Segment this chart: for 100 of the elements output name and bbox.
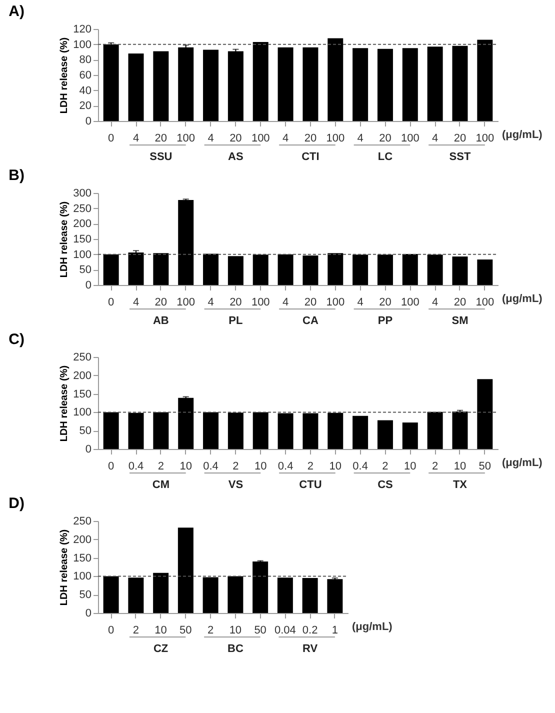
bar bbox=[228, 256, 244, 285]
bar bbox=[402, 422, 418, 449]
y-tick-label: 20 bbox=[79, 100, 92, 112]
x-tick-label: 100 bbox=[176, 132, 196, 144]
bar bbox=[377, 254, 393, 285]
y-tick-label: 80 bbox=[79, 54, 92, 66]
chart-title: D) bbox=[8, 495, 24, 512]
y-tick-label: 200 bbox=[73, 534, 92, 546]
bar bbox=[103, 576, 119, 613]
y-tick-label: 250 bbox=[73, 352, 92, 364]
bar bbox=[153, 412, 169, 449]
x-tick-label: 2 bbox=[132, 624, 139, 636]
y-tick-label: 100 bbox=[73, 570, 92, 583]
chart-title: A) bbox=[8, 3, 24, 20]
y-tick-label: 150 bbox=[73, 552, 92, 564]
bar bbox=[203, 412, 219, 449]
y-tick-label: 40 bbox=[79, 84, 92, 97]
x-tick-label: 10 bbox=[154, 624, 167, 636]
bar bbox=[352, 254, 368, 285]
text: SM bbox=[452, 315, 468, 327]
bar bbox=[228, 576, 244, 613]
y-tick-label: 0 bbox=[85, 608, 92, 620]
bar bbox=[278, 47, 294, 121]
bar bbox=[427, 254, 443, 285]
text: CTI bbox=[302, 151, 320, 163]
bar bbox=[278, 254, 294, 285]
bar bbox=[402, 48, 418, 121]
x-tick-label: 2 bbox=[158, 460, 164, 472]
x-tick-label: 2 bbox=[432, 460, 438, 472]
y-tick-label: 250 bbox=[73, 516, 92, 528]
y-tick-label: 100 bbox=[73, 248, 92, 261]
x-tick-label: 20 bbox=[154, 296, 168, 308]
bar bbox=[128, 54, 144, 121]
x-tick-label: 50 bbox=[254, 624, 266, 636]
bar bbox=[377, 420, 393, 449]
x-tick-label: 4 bbox=[432, 132, 438, 144]
x-tick-label: 2 bbox=[232, 460, 239, 472]
x-tick-label: 100 bbox=[326, 132, 345, 144]
x-tick-label: 10 bbox=[229, 624, 242, 636]
bar bbox=[427, 412, 443, 449]
text: AB bbox=[152, 315, 169, 327]
bar bbox=[452, 46, 468, 121]
bar bbox=[328, 412, 344, 449]
text: VS bbox=[228, 479, 244, 491]
x-tick-label: 0.4 bbox=[203, 460, 218, 472]
text: (μg/mL) bbox=[502, 293, 543, 305]
text: PL bbox=[228, 315, 243, 327]
x-tick-label: 4 bbox=[132, 132, 140, 144]
y-tick-label: 200 bbox=[73, 218, 92, 230]
y-tick-label: 0 bbox=[85, 444, 92, 456]
y-axis-title: LDH release (%) bbox=[59, 37, 70, 114]
x-tick-label: 0.4 bbox=[128, 460, 144, 472]
y-tick-label: 100 bbox=[73, 38, 92, 51]
x-tick-label: 100 bbox=[176, 296, 196, 308]
x-tick-label: 0 bbox=[108, 624, 114, 636]
x-tick-label: 50 bbox=[180, 624, 192, 636]
x-tick-label: 100 bbox=[476, 296, 494, 308]
y-tick-label: 100 bbox=[73, 406, 92, 419]
bar bbox=[452, 256, 468, 285]
x-tick-label: 20 bbox=[230, 296, 242, 308]
y-axis-title: LDH release (%) bbox=[59, 201, 70, 278]
text: (μg/mL) bbox=[502, 457, 543, 469]
bar bbox=[252, 254, 268, 285]
text: PP bbox=[378, 315, 393, 327]
x-tick-label: 0 bbox=[108, 460, 114, 472]
bar bbox=[402, 254, 418, 285]
y-tick-label: 120 bbox=[73, 24, 92, 36]
bar bbox=[327, 579, 343, 613]
x-tick-label: 20 bbox=[454, 296, 466, 308]
x-tick-label: 100 bbox=[476, 132, 494, 144]
y-tick-label: 150 bbox=[73, 388, 92, 400]
bar bbox=[352, 48, 368, 121]
x-tick-label: 2 bbox=[307, 460, 314, 472]
bar bbox=[302, 578, 318, 613]
y-tick-label: 300 bbox=[73, 188, 92, 200]
text: (μg/mL) bbox=[502, 129, 543, 141]
text: SSU bbox=[150, 151, 172, 163]
bar bbox=[153, 572, 169, 613]
y-tick-label: 50 bbox=[79, 264, 92, 276]
bar bbox=[252, 42, 268, 121]
x-tick-label: 20 bbox=[304, 296, 317, 308]
text: LC bbox=[378, 151, 393, 163]
text: CZ bbox=[153, 643, 168, 655]
y-tick-label: 150 bbox=[73, 234, 92, 246]
x-tick-label: 100 bbox=[251, 296, 270, 308]
text: RV bbox=[302, 643, 318, 655]
bar bbox=[228, 412, 244, 449]
bar bbox=[178, 528, 194, 613]
x-tick-label: 0.4 bbox=[352, 460, 368, 472]
bar bbox=[252, 561, 268, 613]
text: CM bbox=[152, 479, 170, 491]
x-tick-label: 20 bbox=[379, 296, 392, 308]
text: SST bbox=[449, 151, 471, 163]
text: CTU bbox=[299, 479, 322, 491]
bar bbox=[277, 578, 293, 613]
bar bbox=[103, 254, 119, 285]
x-tick-label: 100 bbox=[400, 296, 420, 308]
x-tick-label: 20 bbox=[230, 132, 242, 144]
x-tick-label: 0.04 bbox=[274, 624, 296, 636]
chart-title: B) bbox=[8, 167, 24, 184]
